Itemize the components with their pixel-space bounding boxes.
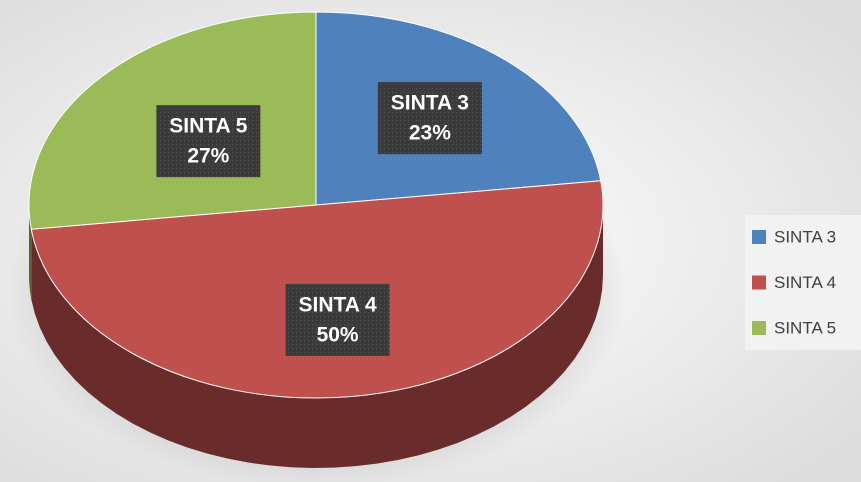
pie-side <box>31 205 604 468</box>
data-label-box <box>377 82 482 155</box>
data-label-name: SINTA 3 <box>391 92 469 115</box>
data-label-value: 50% <box>317 323 359 346</box>
data-label-value: 23% <box>409 122 451 145</box>
data-label-box <box>285 283 390 356</box>
data-label-value: 27% <box>187 145 229 168</box>
legend-label: SINTA 5 <box>774 318 836 337</box>
data-label-name: SINTA 4 <box>298 293 376 316</box>
legend-swatch <box>752 321 766 335</box>
legend-label: SINTA 4 <box>774 273 836 292</box>
legend-label: SINTA 3 <box>774 227 836 246</box>
data-label-box <box>156 105 261 178</box>
legend-swatch <box>752 230 766 244</box>
legend-swatch <box>752 275 766 290</box>
data-label-name: SINTA 5 <box>169 115 247 138</box>
